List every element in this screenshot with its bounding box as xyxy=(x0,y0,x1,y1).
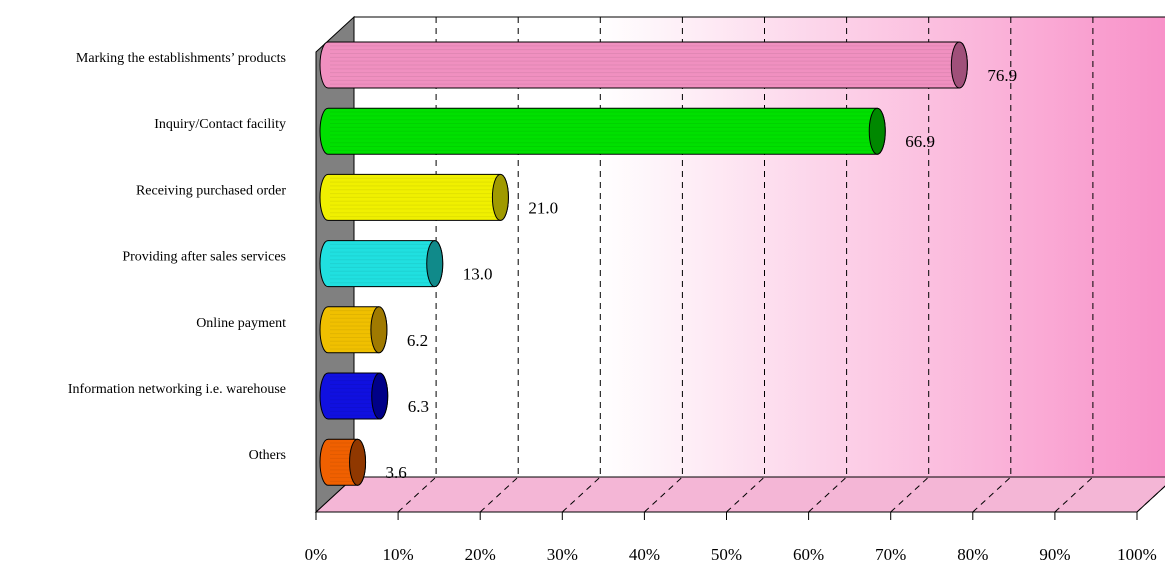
bar xyxy=(319,240,444,288)
floor-gridline xyxy=(890,476,930,513)
bar-end-cap xyxy=(426,240,444,288)
data-label: 13.0 xyxy=(463,265,493,284)
x-tick-label: 0% xyxy=(305,545,328,564)
floor-gridline xyxy=(726,476,765,513)
x-tick-label: 70% xyxy=(875,545,906,564)
plot-background xyxy=(314,15,1165,514)
category-label: Providing after sales services xyxy=(122,250,286,265)
bar xyxy=(319,173,509,221)
category-label: Marking the establishments’ products xyxy=(76,51,286,66)
bar-end-cap xyxy=(491,173,509,221)
bar xyxy=(319,41,968,89)
floor-gridline xyxy=(397,476,437,513)
data-label: 66.9 xyxy=(905,132,935,151)
x-tick-label: 30% xyxy=(547,545,578,564)
floor-gridline xyxy=(1136,485,1165,513)
x-tick-label: 50% xyxy=(711,545,742,564)
x-tick-label: 60% xyxy=(793,545,824,564)
bar-end-cap xyxy=(349,438,367,486)
x-tick-label: 40% xyxy=(629,545,660,564)
category-label: Information networking i.e. warehouse xyxy=(68,382,286,397)
category-label: Inquiry/Contact facility xyxy=(154,117,286,132)
floor-gridline xyxy=(972,476,1012,513)
bar xyxy=(319,306,388,354)
floor-gridline xyxy=(808,476,847,513)
category-label: Others xyxy=(249,448,286,463)
bar xyxy=(319,438,367,486)
data-label: 6.2 xyxy=(407,331,428,350)
floor-gridline xyxy=(644,476,683,513)
bar xyxy=(319,107,886,155)
category-label: Receiving purchased order xyxy=(136,183,286,198)
data-label: 76.9 xyxy=(987,66,1017,85)
data-label: 3.6 xyxy=(386,463,407,482)
bar-end-cap xyxy=(950,41,968,89)
x-tick-label: 20% xyxy=(465,545,496,564)
gridlines xyxy=(397,17,1165,513)
x-tick-label: 90% xyxy=(1039,545,1070,564)
category-labels: Marking the establishments’ products Inqu… xyxy=(68,51,286,463)
floor-gridline xyxy=(1054,476,1094,513)
data-label: 6.3 xyxy=(408,397,429,416)
bar-end-cap xyxy=(868,107,886,155)
bar-end-cap xyxy=(371,372,389,420)
floor xyxy=(314,476,1165,513)
data-labels: 76.9 66.9 21.0 13.0 6.2 6.3 3.6 xyxy=(386,66,1018,482)
x-tick-label: 80% xyxy=(957,545,988,564)
category-label: Online payment xyxy=(196,316,286,331)
bar-end-cap xyxy=(370,306,388,354)
x-tick-label: 100% xyxy=(1117,545,1157,564)
back-wall xyxy=(353,16,1165,478)
floor-gridline xyxy=(561,476,601,513)
bar xyxy=(319,372,389,420)
bars xyxy=(319,41,968,486)
data-label: 21.0 xyxy=(528,198,558,217)
x-axis: 0% 10% 20% 30% 40% 50% 60% 70% 80% 90% 100% xyxy=(305,511,1157,564)
x-tick-label: 10% xyxy=(383,545,414,564)
floor-gridline xyxy=(479,476,519,513)
